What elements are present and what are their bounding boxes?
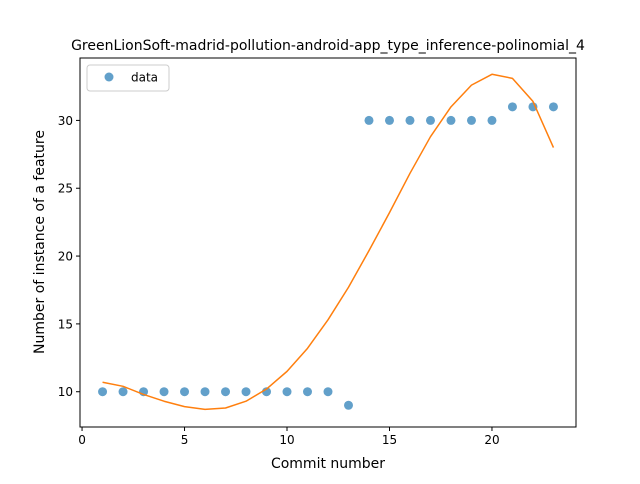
data-point bbox=[221, 387, 231, 397]
data-point bbox=[344, 400, 353, 410]
data-point bbox=[303, 387, 312, 397]
legend-label-data: data bbox=[131, 71, 158, 85]
data-point bbox=[118, 387, 128, 397]
data-point bbox=[425, 115, 435, 125]
data-point bbox=[98, 387, 108, 397]
y-tick-label: 10 bbox=[58, 385, 73, 399]
y-tick-label: 15 bbox=[58, 317, 73, 331]
data-point bbox=[466, 115, 476, 125]
data-point bbox=[364, 115, 374, 125]
x-tick-label: 20 bbox=[484, 433, 499, 447]
y-axis-label: Number of instance of a feature bbox=[32, 130, 48, 354]
series-layer bbox=[98, 73, 558, 411]
legend-marker-data bbox=[104, 72, 114, 82]
chart-title: GreenLionSoft-madrid-pollution-android-a… bbox=[71, 38, 585, 54]
fit-line bbox=[102, 73, 555, 411]
y-tick-label: 30 bbox=[58, 114, 73, 128]
legend: data bbox=[86, 64, 170, 92]
data-point bbox=[405, 115, 415, 125]
plot-frame bbox=[79, 57, 577, 428]
legend-box bbox=[86, 64, 170, 92]
data-point bbox=[282, 387, 292, 397]
data-point bbox=[159, 387, 169, 397]
data-point bbox=[200, 387, 210, 397]
data-point bbox=[487, 115, 497, 125]
x-tick-label: 0 bbox=[78, 433, 86, 447]
data-point bbox=[323, 387, 333, 397]
plot-background bbox=[80, 58, 576, 427]
data-point bbox=[507, 102, 517, 112]
x-tick-label: 5 bbox=[181, 433, 189, 447]
data-point bbox=[180, 387, 190, 397]
x-tick-label: 15 bbox=[382, 433, 397, 447]
data-point bbox=[548, 102, 558, 112]
y-tick-label: 25 bbox=[58, 182, 73, 196]
data-point bbox=[384, 115, 394, 125]
y-tick-label: 20 bbox=[58, 250, 73, 264]
axes-layer: 0 5 10 15 20 10 15 20 25 30 bbox=[58, 57, 577, 447]
data-point bbox=[241, 387, 251, 397]
data-point bbox=[528, 102, 538, 112]
data-point bbox=[446, 115, 456, 125]
x-axis-label: Commit number bbox=[271, 456, 385, 472]
x-tick-label: 10 bbox=[279, 433, 294, 447]
